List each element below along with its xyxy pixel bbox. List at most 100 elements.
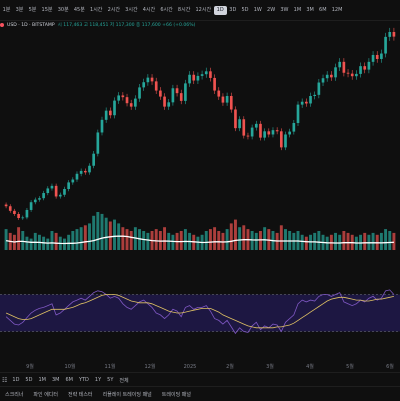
candle-body <box>83 170 87 173</box>
candle-body <box>58 194 62 197</box>
calendar-icon[interactable]: ☷ <box>2 376 8 384</box>
volume-bar <box>363 232 367 250</box>
volume-bar <box>384 229 388 250</box>
panel-tab[interactable]: 파인 에디터 <box>33 391 58 398</box>
volume-bar <box>25 236 29 250</box>
timeframe-3분[interactable]: 3분 <box>15 7 24 13</box>
panel-tab[interactable]: 전략 테스터 <box>68 391 93 398</box>
time-axis-label: 3월 <box>266 363 274 370</box>
candle-body <box>67 182 70 190</box>
timeframe-45분[interactable]: 45분 <box>73 7 85 13</box>
candle-body <box>192 74 196 81</box>
symbol-label[interactable]: USD · 1D · BITSTAMP <box>7 22 55 28</box>
volume-bar <box>50 231 54 250</box>
candle-body <box>229 96 233 110</box>
timeframe-3W[interactable]: 3W <box>280 7 289 13</box>
candle-body <box>350 73 354 77</box>
timeframe-1분[interactable]: 1분 <box>2 7 11 13</box>
volume-bar <box>63 238 66 250</box>
volume-bar <box>17 227 21 250</box>
candle-body <box>221 96 225 103</box>
volume-bar <box>54 232 58 250</box>
timeframe-5D[interactable]: 5D <box>241 7 249 13</box>
candle-body <box>121 95 125 98</box>
panel-tab[interactable]: 스크리너 <box>5 391 24 398</box>
timeframe-1시간[interactable]: 1시간 <box>90 7 103 13</box>
volume-bar <box>233 219 237 250</box>
volume-bar <box>242 225 246 250</box>
candle-body <box>267 131 271 135</box>
candle-body <box>25 209 29 218</box>
timeframe-12시간[interactable]: 12시간 <box>195 7 212 13</box>
timeframe-8시간[interactable]: 8시간 <box>177 7 191 13</box>
candle-body <box>4 204 8 207</box>
time-axis-label: 9월 <box>26 363 34 370</box>
time-axis-label: 5월 <box>346 363 354 370</box>
volume-bar <box>204 231 208 250</box>
candle-body <box>225 96 229 103</box>
range-YTD[interactable]: YTD <box>78 377 89 383</box>
candle-body <box>384 36 387 54</box>
volume-bar <box>183 229 187 250</box>
timeframe-15분[interactable]: 15분 <box>41 7 53 13</box>
panel-tab[interactable]: 리플레이 트레이딩 패널 <box>102 391 152 398</box>
candle-body <box>204 71 208 75</box>
candle-body <box>196 75 200 81</box>
time-axis-label: 2025 <box>184 364 197 370</box>
timeframe-12M[interactable]: 12M <box>331 7 343 13</box>
timeframe-2시간[interactable]: 2시간 <box>107 7 120 13</box>
volume-bar <box>79 227 83 250</box>
candle-body <box>300 101 304 105</box>
range-전체[interactable]: 전체 <box>119 377 129 384</box>
timeframe-2W[interactable]: 2W <box>267 7 276 13</box>
candle-body <box>359 66 362 74</box>
date-range-bar: ☷ 1D 5D 1M 3M 6M YTD 1Y 5Y 전체 <box>0 372 400 387</box>
volume-bar <box>163 227 167 250</box>
candle-body <box>42 193 45 199</box>
volume-bar <box>154 229 158 250</box>
volume-bar <box>179 231 183 250</box>
volume-bar <box>346 232 350 250</box>
range-1M[interactable]: 1M <box>38 377 46 383</box>
timeframe-6M[interactable]: 6M <box>319 7 327 13</box>
timeframe-3D[interactable]: 3D <box>229 7 237 13</box>
volume-bar <box>279 225 283 250</box>
candle-body <box>146 77 150 83</box>
volume-bar <box>29 238 33 250</box>
volume-bar <box>67 234 71 250</box>
timeframe-3시간[interactable]: 3시간 <box>125 7 138 13</box>
timeframe-1W[interactable]: 1W <box>253 7 262 13</box>
candle-body <box>8 206 12 211</box>
timeframe-30분[interactable]: 30분 <box>57 7 69 13</box>
volume-bar <box>138 229 141 250</box>
timeframe-3M[interactable]: 3M <box>306 7 314 13</box>
volume-bar <box>21 231 25 250</box>
timeframe-5분[interactable]: 5분 <box>28 7 37 13</box>
timeframe-4시간[interactable]: 4시간 <box>142 7 156 13</box>
timeframe-1M[interactable]: 1M <box>293 7 302 13</box>
timeframe-1D[interactable]: 1D <box>213 5 227 15</box>
volume-bar <box>238 227 242 250</box>
range-1D[interactable]: 1D <box>12 377 20 383</box>
volume-ma-line <box>5 235 394 245</box>
candle-body <box>250 127 254 137</box>
range-5D[interactable]: 5D <box>25 377 33 383</box>
chart-canvas[interactable]: 9월 10월 11월 12월 2025 2월 3월 4월 5월 6월 <box>0 20 400 372</box>
candle-body <box>100 119 104 133</box>
range-3M[interactable]: 3M <box>51 377 60 383</box>
range-5Y[interactable]: 5Y <box>107 377 114 383</box>
candle-body <box>50 185 54 189</box>
candle-body <box>338 61 342 68</box>
candle-body <box>375 54 379 59</box>
candle-body <box>125 97 129 104</box>
candle-body <box>21 217 25 219</box>
candle-body <box>263 131 266 138</box>
panel-tab[interactable]: 트레이딩 패널 <box>161 391 191 398</box>
candle-body <box>355 73 358 77</box>
range-6M[interactable]: 6M <box>65 377 73 383</box>
volume-bar <box>71 231 75 250</box>
timeframe-6시간[interactable]: 6시간 <box>160 7 173 13</box>
range-1Y[interactable]: 1Y <box>94 377 102 383</box>
volume-bar <box>88 223 91 250</box>
